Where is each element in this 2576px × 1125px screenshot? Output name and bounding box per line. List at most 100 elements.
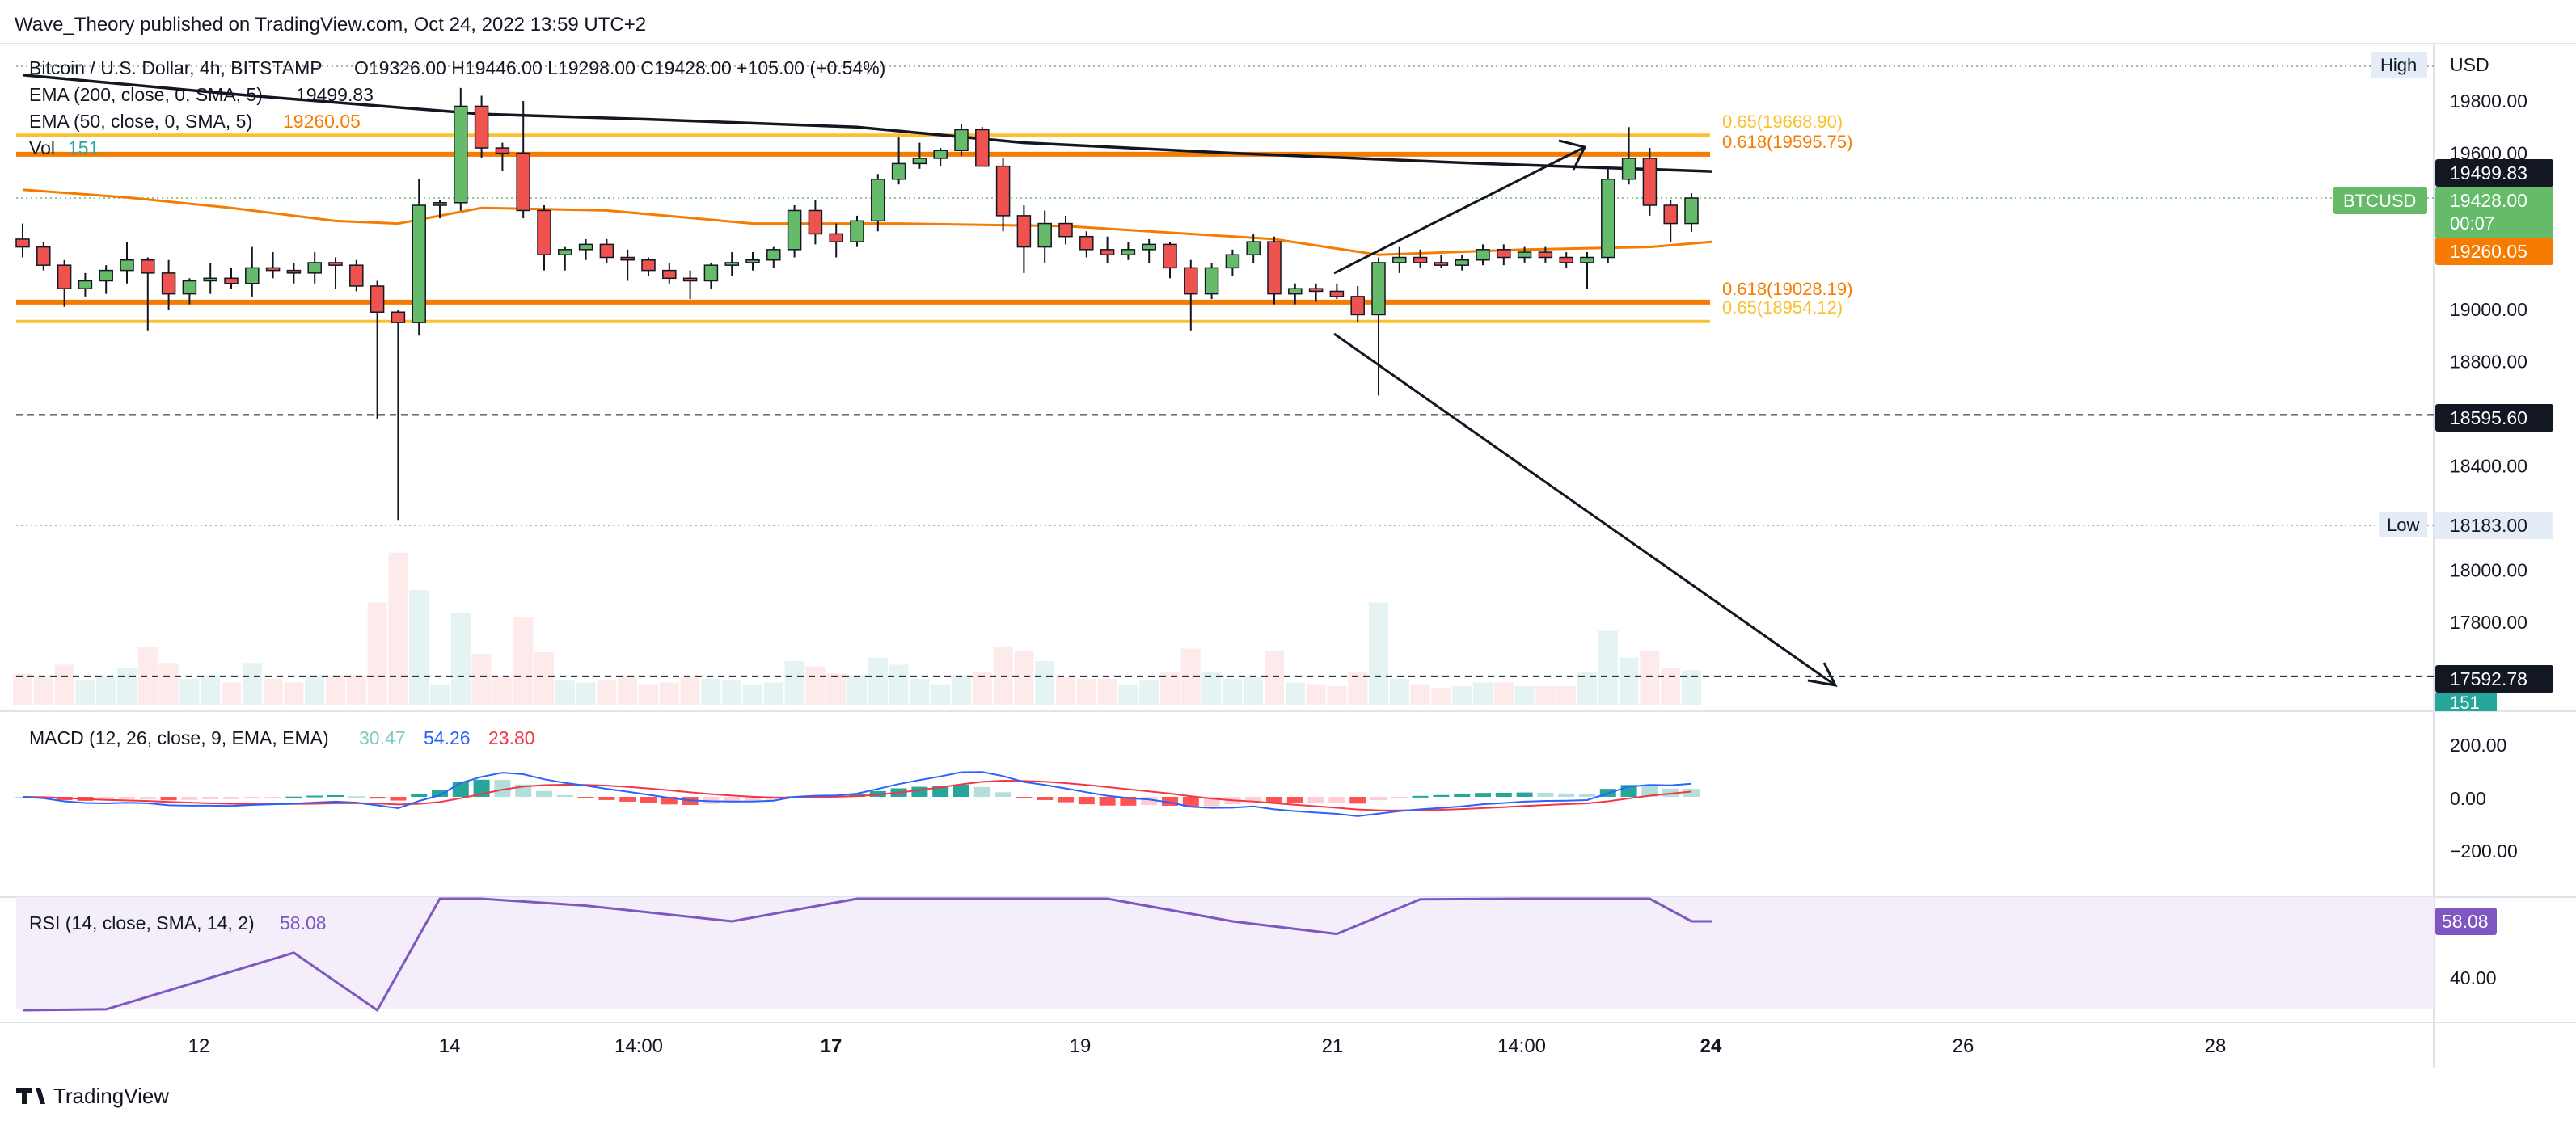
macd-hist-bar bbox=[243, 797, 260, 798]
candle bbox=[349, 259, 364, 292]
candle-body bbox=[57, 264, 72, 289]
volume-bar bbox=[1473, 682, 1493, 705]
volume-bar bbox=[75, 680, 95, 705]
candle-body bbox=[1121, 249, 1136, 256]
candle-body bbox=[433, 202, 447, 206]
macd-hist-bar bbox=[1516, 792, 1533, 797]
volume-bar bbox=[1682, 670, 1701, 705]
candles bbox=[15, 87, 1699, 521]
candle-body bbox=[1100, 249, 1115, 256]
volume-bar bbox=[910, 679, 930, 705]
fib-label-0.618-upper: 0.618(19595.75) bbox=[1722, 132, 1852, 152]
tradingview-logo-icon bbox=[16, 1088, 45, 1104]
candle bbox=[1204, 262, 1219, 300]
macd-hist-bar bbox=[1141, 797, 1158, 806]
macd-hist-bar bbox=[1245, 797, 1262, 802]
macd-hist-value: 30.47 bbox=[359, 727, 406, 748]
macd-hist-bar bbox=[1099, 797, 1116, 806]
candle bbox=[495, 142, 510, 172]
candle bbox=[1163, 242, 1177, 279]
ema50-line bbox=[22, 188, 1712, 256]
candle bbox=[99, 265, 113, 294]
candle bbox=[1288, 283, 1303, 305]
time-label: 14:00 bbox=[1497, 1035, 1546, 1057]
price-tick: 19000.00 bbox=[2450, 299, 2527, 320]
volume-bar bbox=[388, 552, 408, 705]
candle bbox=[995, 158, 1011, 232]
candle-body bbox=[1601, 179, 1615, 259]
volume-bar bbox=[701, 679, 721, 705]
volume-bar bbox=[1327, 685, 1347, 705]
candle-body bbox=[1246, 241, 1261, 256]
candle bbox=[641, 257, 656, 276]
candle bbox=[1079, 231, 1094, 258]
candle bbox=[1058, 215, 1073, 245]
macd-hist-bar bbox=[661, 797, 678, 805]
candle-body bbox=[975, 129, 990, 167]
candle bbox=[307, 252, 322, 284]
macd-hist-bar bbox=[160, 797, 177, 801]
candle-body bbox=[495, 147, 510, 154]
tradingview-logo[interactable]: TradingView bbox=[16, 1084, 169, 1108]
volume-bar bbox=[1556, 685, 1577, 705]
candle bbox=[265, 252, 281, 279]
volume-bar bbox=[743, 684, 762, 705]
price-scale[interactable]: USD 19800.0019600.0019400.0019200.001900… bbox=[2333, 52, 2553, 713]
candle-body bbox=[850, 220, 864, 242]
macd-value: 54.26 bbox=[424, 727, 471, 748]
candle-body bbox=[829, 233, 843, 242]
macd-hist-bar bbox=[1328, 797, 1345, 803]
macd-hist-bar bbox=[556, 794, 573, 797]
macd-hist-bar bbox=[1120, 797, 1137, 806]
candle bbox=[474, 95, 489, 158]
vol-tag-bg bbox=[2435, 693, 2497, 711]
price-tick: 18800.00 bbox=[2450, 352, 2527, 373]
candle bbox=[1121, 242, 1136, 260]
candle-body bbox=[1184, 267, 1198, 295]
macd-hist-bar bbox=[1203, 797, 1220, 807]
macd-hist-bar bbox=[98, 797, 115, 801]
ema50-tag-bg bbox=[2435, 238, 2553, 265]
level-17592-tag: 17592.78 bbox=[2450, 668, 2527, 689]
price-tick: 17800.00 bbox=[2450, 612, 2527, 633]
volume-bar bbox=[1535, 685, 1556, 705]
publisher-text: Wave_Theory published on TradingView.com… bbox=[15, 14, 646, 36]
candle bbox=[682, 270, 698, 300]
candle-body bbox=[558, 249, 572, 256]
volume-bar bbox=[1369, 602, 1388, 705]
candle bbox=[245, 246, 260, 297]
fib-label-0.618-lower: 0.618(19028.19) bbox=[1722, 279, 1852, 299]
candle-body bbox=[161, 272, 176, 295]
macd-hist-bar bbox=[494, 779, 511, 797]
macd-hist-bar bbox=[1349, 797, 1366, 804]
candle bbox=[1621, 127, 1636, 185]
candle bbox=[954, 124, 969, 156]
macd-hist-bar bbox=[181, 797, 198, 800]
macd-hist-bar bbox=[1037, 797, 1054, 800]
time-axis[interactable]: 12 14 14:00 17 19 21 14:00 24 26 28 bbox=[188, 1035, 2227, 1057]
candle bbox=[1455, 255, 1469, 271]
rsi-label: RSI (14, close, SMA, 14, 2) bbox=[29, 912, 255, 933]
candle-body bbox=[1163, 243, 1177, 269]
candle-body bbox=[203, 277, 217, 282]
volume-bar bbox=[471, 654, 492, 705]
candle bbox=[391, 310, 406, 521]
time-label: 19 bbox=[1070, 1035, 1092, 1057]
macd-hist-bar bbox=[119, 797, 135, 799]
volume-bar bbox=[952, 675, 971, 705]
candle-body bbox=[891, 162, 906, 180]
volume-bar bbox=[784, 661, 804, 705]
volume-bar bbox=[179, 679, 200, 705]
volume-bar bbox=[1097, 679, 1117, 705]
candle bbox=[662, 262, 677, 284]
candle bbox=[912, 142, 927, 169]
macd-hist-bar bbox=[1662, 788, 1679, 797]
volume-bar bbox=[1056, 676, 1075, 705]
candle-body bbox=[1079, 235, 1094, 251]
macd-hist-bar bbox=[995, 792, 1011, 797]
candle bbox=[15, 223, 30, 258]
candle-body bbox=[1642, 158, 1658, 206]
candle bbox=[78, 272, 93, 297]
last-price-bg bbox=[2435, 187, 2553, 238]
